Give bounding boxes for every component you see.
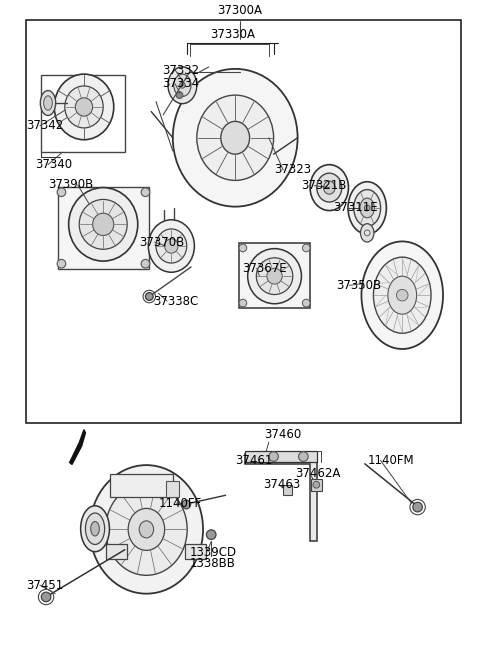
Circle shape: [176, 92, 183, 98]
Text: 37330A: 37330A: [210, 28, 255, 41]
Ellipse shape: [156, 229, 187, 263]
Ellipse shape: [360, 198, 374, 218]
Circle shape: [413, 502, 422, 512]
Ellipse shape: [81, 506, 109, 552]
Text: 37463: 37463: [263, 478, 300, 491]
Ellipse shape: [54, 74, 114, 140]
Circle shape: [239, 244, 247, 252]
Text: 37462A: 37462A: [295, 467, 341, 480]
Ellipse shape: [354, 190, 381, 226]
Circle shape: [302, 244, 310, 252]
Circle shape: [239, 299, 247, 307]
Bar: [41, 75, 125, 152]
Ellipse shape: [91, 522, 99, 536]
Ellipse shape: [44, 96, 52, 110]
Text: 37390B: 37390B: [48, 178, 93, 192]
Bar: [311, 479, 322, 491]
Circle shape: [206, 530, 216, 539]
Polygon shape: [70, 430, 85, 464]
Text: 37367E: 37367E: [242, 262, 287, 275]
Circle shape: [57, 259, 66, 268]
Ellipse shape: [139, 521, 154, 538]
Circle shape: [182, 500, 191, 509]
Bar: [185, 544, 206, 559]
Ellipse shape: [173, 69, 298, 207]
Circle shape: [302, 299, 310, 307]
Bar: [245, 451, 317, 462]
Bar: [166, 481, 179, 497]
Text: 37338C: 37338C: [154, 295, 199, 308]
Text: 37323: 37323: [275, 163, 312, 176]
Circle shape: [313, 482, 320, 488]
Ellipse shape: [221, 121, 250, 154]
Circle shape: [396, 289, 408, 301]
Ellipse shape: [148, 220, 194, 272]
Text: 37461: 37461: [235, 454, 273, 467]
Ellipse shape: [165, 239, 178, 253]
Bar: [283, 485, 292, 495]
Polygon shape: [245, 454, 317, 541]
Bar: [106, 544, 127, 559]
Ellipse shape: [65, 86, 103, 128]
Ellipse shape: [360, 224, 374, 242]
Ellipse shape: [69, 188, 138, 261]
Ellipse shape: [93, 213, 114, 236]
Ellipse shape: [256, 258, 293, 295]
Text: 37451: 37451: [26, 579, 64, 592]
Circle shape: [299, 452, 308, 461]
Bar: [26, 20, 461, 423]
Circle shape: [41, 592, 51, 602]
Circle shape: [269, 452, 278, 461]
Text: 37300A: 37300A: [217, 4, 263, 17]
Circle shape: [180, 83, 185, 88]
Ellipse shape: [106, 483, 187, 575]
Text: 37342: 37342: [26, 119, 64, 133]
Ellipse shape: [361, 241, 443, 349]
Bar: [239, 243, 310, 308]
Circle shape: [145, 293, 153, 300]
Ellipse shape: [75, 98, 93, 116]
Ellipse shape: [40, 91, 56, 115]
Text: 1338BB: 1338BB: [190, 557, 236, 570]
Ellipse shape: [248, 249, 301, 304]
Ellipse shape: [373, 257, 431, 333]
Bar: [110, 474, 173, 497]
Text: 37332: 37332: [162, 64, 199, 77]
Circle shape: [364, 205, 370, 211]
Ellipse shape: [348, 182, 386, 234]
Ellipse shape: [90, 465, 203, 594]
Text: 37370B: 37370B: [139, 236, 184, 249]
Ellipse shape: [128, 508, 165, 550]
Text: 1140FM: 1140FM: [367, 454, 414, 467]
Ellipse shape: [267, 268, 282, 284]
Ellipse shape: [324, 181, 335, 194]
Ellipse shape: [85, 513, 105, 544]
Ellipse shape: [79, 199, 127, 249]
Text: 37340: 37340: [35, 158, 72, 171]
Bar: [58, 187, 149, 269]
Text: 37350B: 37350B: [336, 279, 381, 292]
Text: 37460: 37460: [264, 428, 302, 441]
Ellipse shape: [388, 276, 417, 314]
Ellipse shape: [168, 67, 197, 104]
Text: 37334: 37334: [162, 77, 199, 91]
Circle shape: [141, 188, 150, 197]
Text: 1140FF: 1140FF: [158, 497, 202, 510]
Ellipse shape: [310, 165, 348, 211]
Ellipse shape: [174, 74, 191, 96]
Ellipse shape: [317, 173, 342, 202]
Text: 37311E: 37311E: [334, 201, 378, 215]
Circle shape: [141, 259, 150, 268]
Text: 1339CD: 1339CD: [190, 546, 237, 559]
Text: 37321B: 37321B: [301, 179, 347, 192]
Ellipse shape: [197, 95, 274, 180]
Circle shape: [57, 188, 66, 197]
